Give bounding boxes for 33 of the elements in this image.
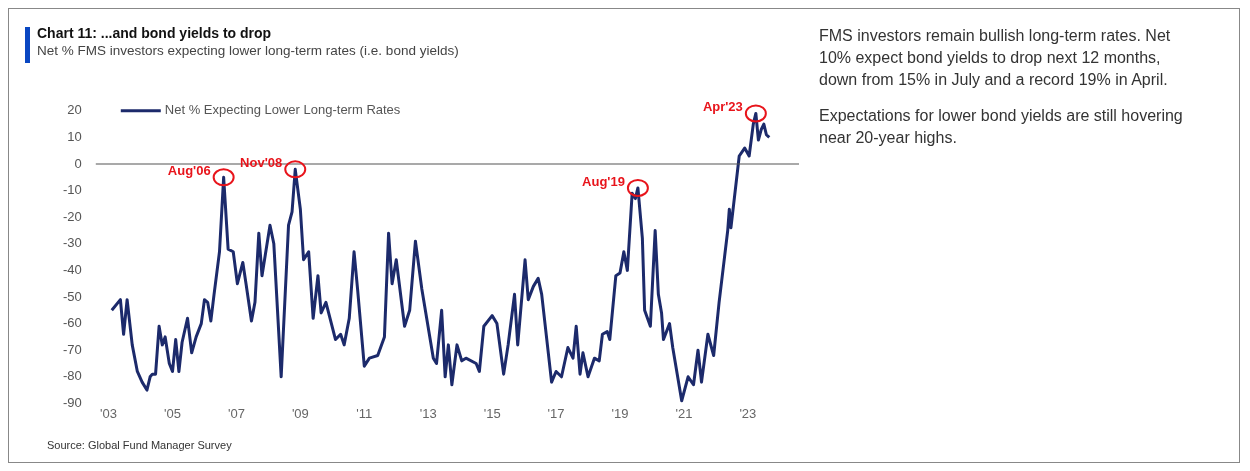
y-tick-label: -10 [62,182,82,198]
x-tick-label: '09 [291,405,309,421]
x-tick-label: '11 [356,405,373,421]
x-tick-label: '13 [419,405,437,421]
y-tick-label: -30 [62,235,82,251]
y-tick-label: -40 [62,261,82,277]
text: FMS investors remain bullish long-term rates. Net 10% expect bond yields to drop next 12 months, down from 15% in July and a record 19% in April. [819,26,1172,90]
x-tick-label: '19 [611,405,629,421]
y-tick-label: -60 [62,315,82,331]
x-tick-label: '15 [483,405,501,421]
x-tick-label: '07 [227,405,245,421]
y-tick-label: 20 [67,102,82,118]
chart-subtitle: Net % FMS investors expecting lower long-term rates (i.e. bond yields) [37,43,460,58]
chart-title: Chart 11: ...and bond yields to drop [37,25,273,41]
annotation: Aug'19 [582,173,625,189]
x-tick-label: '23 [739,405,757,421]
y-tick-label: -70 [62,341,82,357]
y-tick-label: -80 [62,368,82,384]
annotation: Aug'06 [167,162,211,178]
y-tick-label: -90 [62,394,82,410]
source-note: Source: Global Fund Manager Survey [47,439,232,451]
y-tick-label: -50 [62,288,82,304]
x-tick-label: '21 [675,405,693,421]
y-tick-label: -20 [62,208,82,224]
y-tick-label: 0 [74,155,82,171]
text: Expectations for lower bond yields are still hovering near 20-year highs. [819,106,1184,148]
x-tick-label: '17 [547,405,565,421]
y-tick-label: 10 [67,128,82,144]
x-tick-label: '03 [100,405,118,421]
x-tick-label: '05 [164,405,181,421]
annotation: Nov'08 [240,154,283,170]
legend-label: Net % Expecting Lower Long-term Rates [164,102,401,118]
annotation: Apr'23 [702,99,743,115]
